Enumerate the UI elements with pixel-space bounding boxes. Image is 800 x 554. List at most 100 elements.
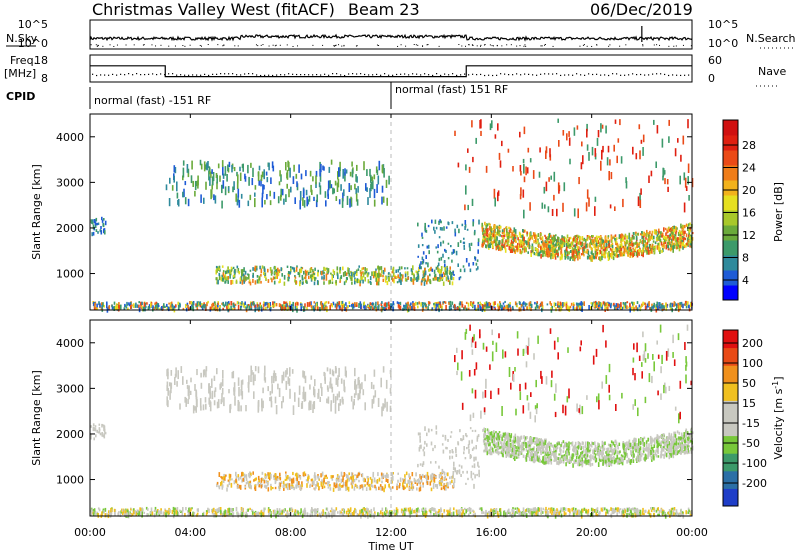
echo-cell bbox=[642, 134, 645, 143]
echo-cell bbox=[580, 247, 582, 250]
echo-cell bbox=[573, 127, 576, 136]
echo-cell bbox=[582, 445, 584, 450]
echo-cell bbox=[613, 144, 615, 152]
echo-cell bbox=[435, 276, 437, 281]
echo-cell bbox=[659, 302, 661, 306]
nave-point bbox=[644, 74, 646, 76]
echo-cell bbox=[529, 448, 532, 451]
echo-cell bbox=[190, 307, 193, 310]
echo-cell bbox=[245, 405, 247, 412]
echo-cell bbox=[572, 238, 574, 243]
nsearch-point bbox=[97, 44, 99, 46]
echo-cell bbox=[667, 234, 669, 239]
echo-cell bbox=[508, 243, 510, 247]
echo-cell bbox=[498, 227, 501, 230]
echo-cell bbox=[495, 443, 497, 448]
nsearch-point bbox=[322, 44, 324, 46]
echo-cell bbox=[298, 272, 301, 278]
echo-cell bbox=[345, 486, 347, 491]
echo-cell bbox=[328, 280, 330, 285]
echo-cell bbox=[653, 302, 655, 308]
echo-cell bbox=[329, 279, 331, 284]
echo-cell bbox=[598, 306, 600, 310]
echo-cell bbox=[336, 303, 338, 308]
echo-cell bbox=[336, 379, 339, 387]
echo-cell bbox=[656, 301, 658, 307]
echo-cell bbox=[629, 304, 631, 307]
echo-cell bbox=[590, 251, 593, 254]
echo-cell bbox=[491, 228, 493, 231]
echo-cell bbox=[508, 232, 510, 235]
echo-cell bbox=[619, 243, 621, 247]
echo-cell bbox=[335, 280, 337, 284]
echo-cell bbox=[166, 303, 168, 307]
echo-cell bbox=[665, 236, 668, 241]
nsearch-point bbox=[673, 45, 675, 47]
echo-cell bbox=[351, 161, 353, 167]
echo-cell bbox=[103, 425, 106, 429]
echo-cell bbox=[677, 243, 680, 247]
echo-cell bbox=[312, 305, 315, 310]
echo-cell bbox=[338, 305, 341, 309]
echo-cell bbox=[351, 281, 353, 285]
echo-cell bbox=[593, 302, 596, 308]
echo-cell bbox=[309, 270, 312, 274]
echo-cell bbox=[640, 188, 642, 195]
echo-cell bbox=[225, 301, 227, 307]
echo-cell bbox=[302, 197, 304, 206]
echo-cell bbox=[311, 189, 313, 195]
echo-cell bbox=[209, 306, 212, 310]
echo-cell bbox=[649, 236, 651, 241]
echo-cell bbox=[563, 302, 566, 307]
echo-cell bbox=[419, 445, 421, 449]
echo-cell bbox=[631, 243, 634, 247]
echo-cell bbox=[138, 301, 140, 304]
echo-cell bbox=[242, 302, 245, 307]
echo-cell bbox=[595, 300, 597, 306]
echo-cell bbox=[463, 245, 465, 248]
nsearch-point bbox=[516, 45, 518, 47]
nsearch-point bbox=[90, 44, 92, 46]
echo-cell bbox=[648, 237, 650, 243]
echo-cell bbox=[265, 171, 268, 176]
echo-cell bbox=[376, 479, 379, 484]
echo-cell bbox=[452, 305, 455, 309]
echo-cell bbox=[434, 461, 437, 464]
echo-cell bbox=[275, 275, 277, 279]
echo-cell bbox=[266, 194, 268, 200]
echo-cell bbox=[270, 401, 273, 408]
echo-cell bbox=[466, 447, 468, 450]
nsearch-point bbox=[199, 44, 201, 46]
echo-cell bbox=[208, 397, 210, 405]
echo-cell bbox=[663, 305, 665, 308]
echo-cell bbox=[420, 261, 422, 265]
echo-cell bbox=[435, 266, 438, 270]
echo-cell bbox=[399, 276, 402, 281]
echo-cell bbox=[95, 229, 98, 232]
echo-cell bbox=[530, 252, 532, 257]
echo-cell bbox=[447, 472, 449, 477]
echo-cell bbox=[384, 306, 386, 311]
echo-cell bbox=[486, 234, 489, 238]
echo-cell bbox=[485, 224, 488, 230]
echo-cell bbox=[221, 184, 223, 194]
nave-point bbox=[100, 74, 102, 76]
echo-cell bbox=[339, 278, 342, 282]
echo-cell bbox=[497, 246, 499, 250]
echo-cell bbox=[666, 229, 669, 234]
echo-cell bbox=[270, 473, 272, 479]
echo-cell bbox=[194, 384, 196, 391]
echo-cell bbox=[266, 177, 269, 183]
echo-cell bbox=[407, 276, 409, 280]
echo-cell bbox=[418, 480, 421, 484]
echo-cell bbox=[675, 236, 677, 242]
echo-cell bbox=[233, 274, 235, 278]
echo-cell bbox=[576, 305, 578, 309]
echo-cell bbox=[216, 174, 218, 184]
echo-cell bbox=[434, 302, 437, 307]
echo-cell bbox=[438, 474, 441, 479]
echo-cell bbox=[240, 405, 242, 412]
echo-cell bbox=[683, 172, 686, 181]
echo-cell bbox=[260, 484, 263, 489]
echo-cell bbox=[349, 476, 352, 479]
